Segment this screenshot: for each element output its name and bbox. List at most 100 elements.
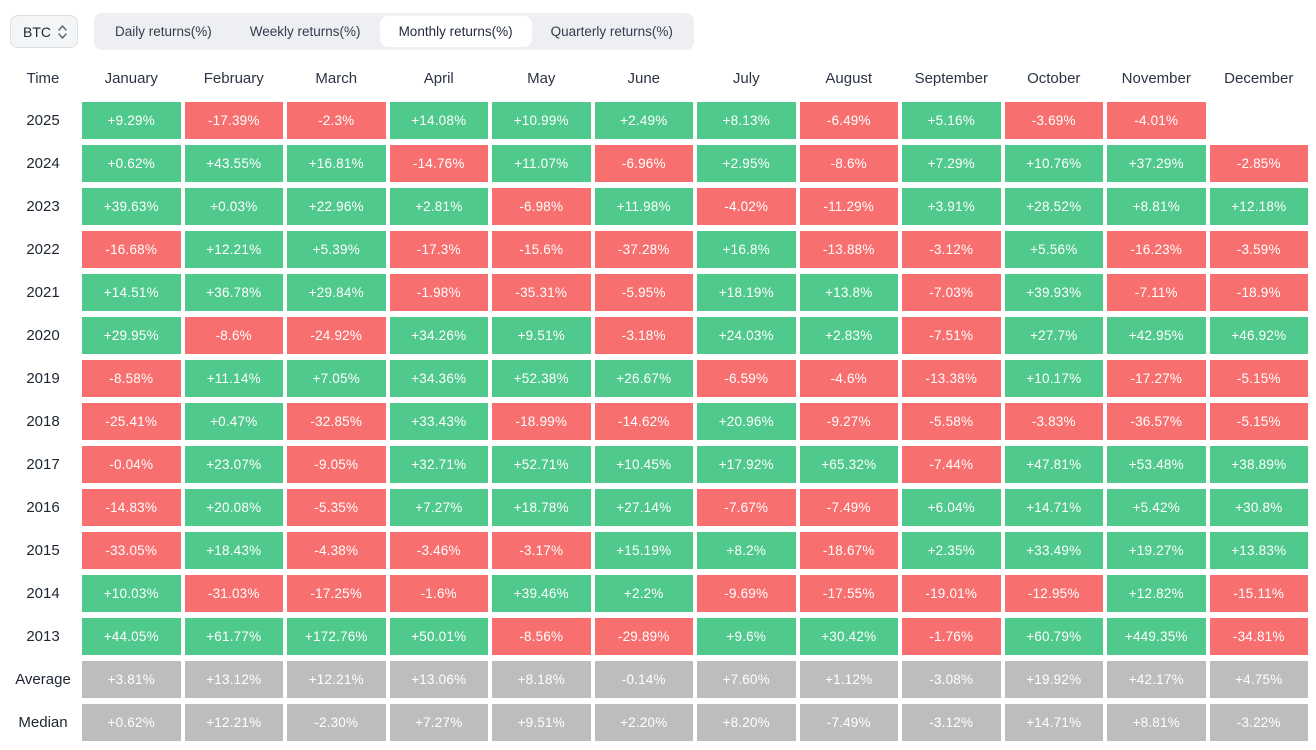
tab-quarterly-returns[interactable]: Quarterly returns(%) [532,16,692,47]
return-cell: +3.81% [82,661,181,698]
return-cell: -7.44% [902,446,1001,483]
return-cell: -3.59% [1209,231,1308,268]
return-cell: +2.2% [594,575,693,612]
year-row-label: 2014 [26,585,60,602]
return-cell: +18.78% [492,489,591,526]
return-cell: +1.12% [799,661,898,698]
return-cell: -4.01% [1107,102,1206,139]
return-cell: -9.05% [287,446,386,483]
return-cell: +42.95% [1107,317,1206,354]
return-cell: -14.83% [82,489,181,526]
return-cell: +32.71% [389,446,488,483]
return-cell: +8.81% [1107,188,1206,225]
return-cell: -1.76% [902,618,1001,655]
return-cell: -15.11% [1209,575,1308,612]
tab-monthly-returns[interactable]: Monthly returns(%) [379,16,532,47]
return-cell: +2.49% [594,102,693,139]
return-cell: -14.62% [594,403,693,440]
return-cell: -34.81% [1209,618,1308,655]
return-cell: -6.49% [799,102,898,139]
return-cell: +37.29% [1107,145,1206,182]
return-cell: -4.38% [287,532,386,569]
return-cell: +19.92% [1004,661,1103,698]
return-cell: +14.71% [1004,704,1103,741]
return-cell: -3.46% [389,532,488,569]
return-cell: +22.96% [287,188,386,225]
return-cell: +9.6% [697,618,796,655]
return-cell: +23.07% [184,446,283,483]
month-header: June [627,69,661,87]
return-cell: +13.83% [1209,532,1308,569]
year-row-label: 2022 [26,241,60,258]
return-cell: -0.04% [82,446,181,483]
return-cell: +2.35% [902,532,1001,569]
return-cell: +14.08% [389,102,488,139]
return-cell: -29.89% [594,618,693,655]
summary-row-label: Median [18,714,68,731]
return-cell: +2.20% [594,704,693,741]
year-row-label: 2018 [26,413,60,430]
return-cell: -0.14% [594,661,693,698]
return-cell: +5.42% [1107,489,1206,526]
return-cell: -2.85% [1209,145,1308,182]
return-cell: +27.14% [594,489,693,526]
return-cell: +47.81% [1004,446,1103,483]
return-cell: +33.43% [389,403,488,440]
return-cell: -17.3% [389,231,488,268]
return-cell: -17.55% [799,575,898,612]
return-cell: +18.19% [697,274,796,311]
return-cell: -8.6% [799,145,898,182]
return-cell: +10.17% [1004,360,1103,397]
return-cell: +8.20% [697,704,796,741]
return-cell: -4.02% [697,188,796,225]
toolbar: BTC Daily returns(%) Weekly returns(%) M… [10,13,1308,50]
return-cell: +39.63% [82,188,181,225]
tab-weekly-returns[interactable]: Weekly returns(%) [231,16,380,47]
return-cell: +14.71% [1004,489,1103,526]
return-cell: -13.88% [799,231,898,268]
return-cell: -25.41% [82,403,181,440]
return-cell: -2.30% [287,704,386,741]
return-cell: +20.08% [184,489,283,526]
return-cell: -5.95% [594,274,693,311]
return-cell: +29.95% [82,317,181,354]
month-header: November [1121,69,1191,87]
return-cell: -35.31% [492,274,591,311]
return-cell: -33.05% [82,532,181,569]
return-cell: -16.23% [1107,231,1206,268]
return-cell: -3.17% [492,532,591,569]
return-cell: -18.67% [799,532,898,569]
symbol-select[interactable]: BTC [10,15,78,48]
return-cell: -31.03% [184,575,283,612]
return-cell: -16.68% [82,231,181,268]
year-row-label: 2015 [26,542,60,559]
return-cell: +7.27% [389,704,488,741]
return-cell: +46.92% [1209,317,1308,354]
return-cell: +12.21% [184,231,283,268]
month-header: July [732,69,760,87]
return-cell: -5.15% [1209,403,1308,440]
return-cell: +16.8% [697,231,796,268]
month-header: October [1027,69,1081,87]
return-cell: +13.12% [184,661,283,698]
return-cell: -3.08% [902,661,1001,698]
return-cell: +36.78% [184,274,283,311]
month-header: August [825,69,873,87]
return-cell: +4.75% [1209,661,1308,698]
month-header: February [203,69,264,87]
return-cell: +5.39% [287,231,386,268]
return-cell: -2.3% [287,102,386,139]
tab-daily-returns[interactable]: Daily returns(%) [96,16,231,47]
return-cell: -6.96% [594,145,693,182]
return-cell: +27.7% [1004,317,1103,354]
return-cell: +11.98% [594,188,693,225]
return-cell: -7.67% [697,489,796,526]
return-cell: -5.35% [287,489,386,526]
return-cell: +8.2% [697,532,796,569]
return-cell: +10.45% [594,446,693,483]
return-cell: +10.99% [492,102,591,139]
return-cell: -17.39% [184,102,283,139]
return-cell: +50.01% [389,618,488,655]
return-cell: +3.91% [902,188,1001,225]
